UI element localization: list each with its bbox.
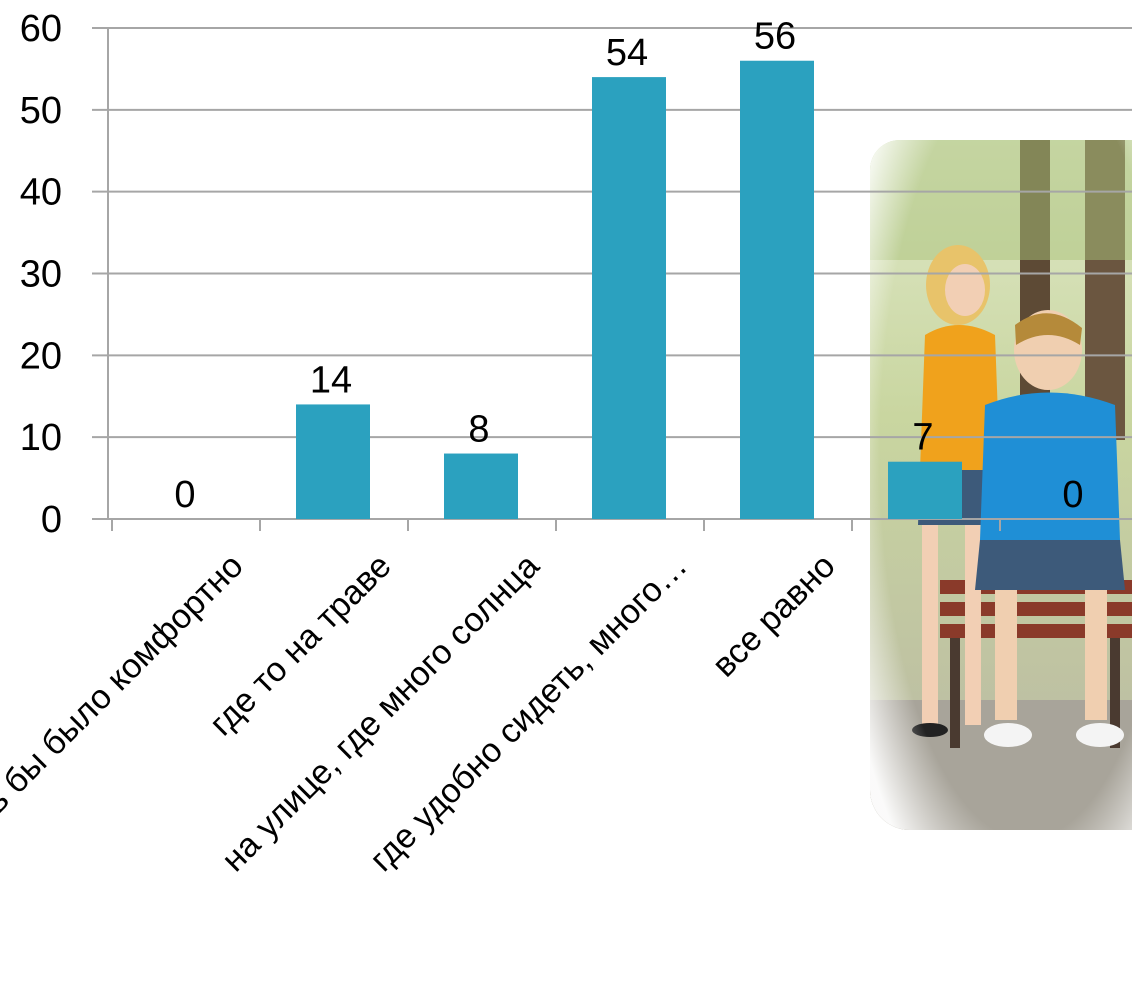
y-tick-labels: 0 10 20 30 40 50 60 — [20, 8, 62, 541]
y-tick-label-10: 10 — [20, 417, 62, 459]
data-label-5: 7 — [912, 417, 933, 459]
data-label-3: 54 — [606, 32, 648, 74]
park-bench-photo — [870, 140, 1132, 830]
y-tick-label-30: 30 — [20, 254, 62, 296]
data-label-0: 0 — [174, 474, 195, 516]
bar-3 — [592, 77, 666, 519]
bar-5 — [888, 461, 962, 519]
y-tick-label-50: 50 — [20, 90, 62, 132]
data-labels: 0 14 8 54 56 7 0 — [174, 16, 1083, 516]
category-label-2: на улице, где много солнца — [214, 547, 546, 879]
bar-4 — [740, 60, 814, 519]
bar-1 — [296, 404, 370, 519]
data-label-2: 8 — [468, 409, 489, 451]
bars — [296, 60, 962, 519]
photo-illustration — [870, 140, 1132, 830]
data-label-1: 14 — [310, 359, 352, 401]
bar-2 — [444, 453, 518, 519]
y-tick-label-20: 20 — [20, 335, 62, 377]
y-tick-label-0: 0 — [41, 499, 62, 541]
category-label-4: все равно — [705, 547, 843, 685]
data-label-6: 0 — [1062, 474, 1083, 516]
y-tick-label-40: 40 — [20, 172, 62, 214]
data-label-4: 56 — [754, 16, 796, 58]
category-label-3: где удобно сидеть, много… — [363, 547, 695, 879]
y-tick-label-60: 60 — [20, 8, 62, 50]
